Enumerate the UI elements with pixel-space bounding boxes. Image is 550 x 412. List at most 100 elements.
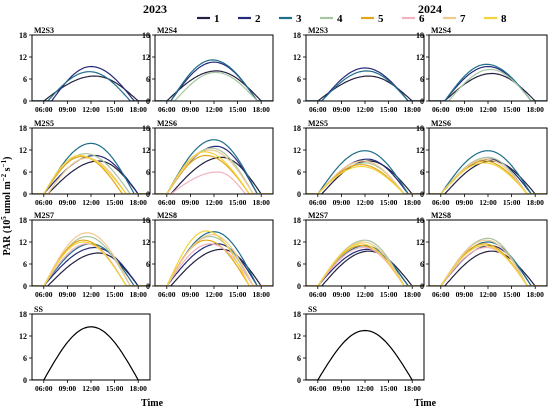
x-tick-label: 18:00 (526, 290, 544, 299)
y-tick-label: 6 (23, 260, 27, 269)
x-tick-label: 18:00 (129, 105, 147, 114)
series-line-8 (155, 230, 273, 286)
x-tick-label: 18:00 (129, 290, 147, 299)
x-tick-label: 15:00 (380, 105, 398, 114)
legend-label-7: 7 (460, 13, 466, 25)
y-tick-label: 18 (19, 310, 27, 319)
y-tick-label: 18 (142, 31, 150, 40)
panel-title: M2S8 (157, 211, 177, 220)
series-line-4 (155, 147, 273, 194)
series-line-3 (306, 150, 424, 194)
y-tick-label: 18 (142, 216, 150, 225)
x-tick-label: 06:00 (35, 105, 53, 114)
x-tick-label: 18:00 (403, 290, 421, 299)
panel-9: M2S8 0 6 12 18 06:00 09:00 12:00 15:00 18:00 (142, 211, 274, 299)
series-line-3 (155, 139, 273, 194)
y-tick-label: 6 (297, 354, 301, 363)
panel-frame (31, 34, 151, 102)
series-line-3 (155, 59, 273, 101)
series-line-3 (429, 63, 547, 101)
y-tick-label: 0 (23, 190, 27, 199)
panel-title: SS (308, 305, 317, 314)
panel-1: M2S4 0 6 12 18 06:00 09:00 12:00 15:00 18:00 (142, 26, 274, 114)
series-line-2 (32, 154, 150, 194)
series-line-4 (155, 71, 273, 101)
panel-title: M2S4 (431, 26, 451, 35)
series-line-6 (306, 246, 424, 286)
y-tick-label: 0 (297, 282, 301, 291)
x-tick-label: 18:00 (129, 198, 147, 207)
panel-title: M2S5 (308, 119, 328, 128)
x-tick-label: 18:00 (403, 198, 421, 207)
series-line-8 (32, 241, 150, 286)
series-line-3 (32, 71, 150, 101)
x-tick-label: 15:00 (229, 290, 247, 299)
panel-13: SS 0 6 12 18 06:00 09:00 12:00 15:00 18:00 (293, 305, 425, 393)
y-tick-label: 18 (142, 124, 150, 133)
series-line-2 (429, 158, 547, 194)
x-tick-label: 12:00 (356, 384, 374, 393)
series-line-1 (32, 75, 150, 101)
y-tick-label: 12 (293, 146, 301, 155)
series-line-8 (306, 165, 424, 194)
x-tick-label: 06:00 (35, 198, 53, 207)
panel-0: M2S3 0 6 12 18 06:00 09:00 12:00 15:00 18:00 (19, 26, 151, 114)
panel-3: M2S4 0 6 12 18 06:00 09:00 12:00 15:00 18:00 (416, 26, 548, 114)
series-line-1 (306, 75, 424, 101)
y-tick-label: 12 (19, 238, 27, 247)
y-tick-label: 0 (146, 282, 150, 291)
y-tick-label: 0 (297, 97, 301, 106)
x-tick-label: 12:00 (82, 384, 100, 393)
x-tick-label: 15:00 (503, 290, 521, 299)
x-tick-label: 18:00 (403, 105, 421, 114)
x-tick-label: 09:00 (182, 105, 200, 114)
y-tick-label: 0 (23, 376, 27, 385)
series-line-6 (155, 171, 273, 194)
series-line-7 (32, 157, 150, 194)
x-tick-label: 09:00 (456, 290, 474, 299)
x-tick-label: 06:00 (158, 290, 176, 299)
x-tick-label: 15:00 (229, 198, 247, 207)
panel-frame (428, 34, 548, 102)
y-tick-label: 6 (23, 354, 27, 363)
y-tick-label: 18 (416, 31, 424, 40)
series-line-SS (32, 326, 150, 380)
series-line-1 (429, 72, 547, 101)
x-tick-label: 06:00 (432, 290, 450, 299)
series-line-1 (429, 160, 547, 194)
x-tick-label: 15:00 (380, 290, 398, 299)
y-tick-label: 12 (416, 238, 424, 247)
panel-title: M2S7 (308, 211, 328, 220)
x-tick-label: 12:00 (479, 290, 497, 299)
y-tick-label: 12 (416, 53, 424, 62)
y-tick-label: 6 (420, 260, 424, 269)
panel-frame (154, 34, 274, 102)
series-line-5 (32, 156, 150, 194)
y-tick-label: 6 (420, 75, 424, 84)
x-tick-label: 15:00 (380, 384, 398, 393)
panel-11: M2S8 0 6 12 18 06:00 09:00 12:00 15:00 18:00 (416, 211, 548, 299)
y-tick-label: 18 (293, 310, 301, 319)
x-tick-label: 15:00 (503, 105, 521, 114)
series-line-8 (155, 151, 273, 194)
y-tick-label: 0 (23, 282, 27, 291)
y-tick-label: 6 (146, 75, 150, 84)
panel-title: M2S4 (157, 26, 177, 35)
x-tick-label: 09:00 (59, 290, 77, 299)
y-tick-label: 12 (293, 238, 301, 247)
y-tick-label: 6 (297, 75, 301, 84)
series-line-SS (306, 329, 424, 380)
x-tick-label: 18:00 (129, 384, 147, 393)
y-tick-label: 0 (146, 190, 150, 199)
year-label-2023: 2023 (143, 2, 167, 16)
x-tick-label: 06:00 (158, 198, 176, 207)
panel-title: M2S6 (431, 119, 451, 128)
series-line-1 (155, 70, 273, 101)
x-tick-label: 09:00 (182, 290, 200, 299)
x-tick-label: 09:00 (333, 290, 351, 299)
y-tick-label: 6 (23, 168, 27, 177)
x-tick-label: 15:00 (106, 290, 124, 299)
y-tick-label: 6 (420, 168, 424, 177)
x-tick-label: 06:00 (309, 105, 327, 114)
panel-title: M2S6 (157, 119, 177, 128)
